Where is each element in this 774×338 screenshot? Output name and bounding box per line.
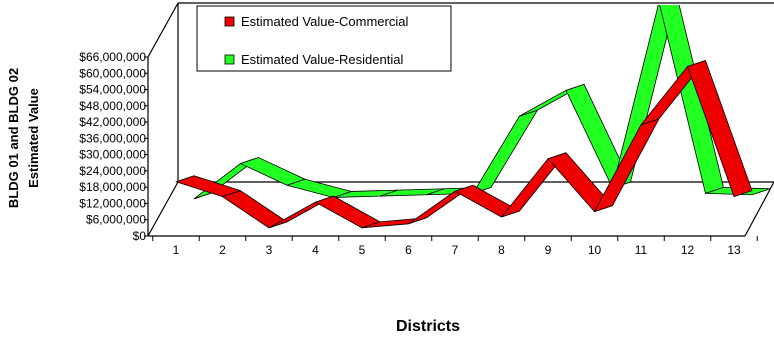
floor-right-edge <box>744 181 774 237</box>
y-axis-title-line-2: Estimated Value <box>26 88 41 188</box>
y-tick-label: $48,000,000 <box>79 99 146 113</box>
x-tick-label: 5 <box>359 243 366 257</box>
x-tick-label: 3 <box>266 243 273 257</box>
y-tick-label: $54,000,000 <box>79 83 146 97</box>
x-tick-label: 10 <box>588 243 602 257</box>
y-axis-ticks: $0 $6,000,000 $12,000,000 $18,000,000 $24,00… <box>79 50 148 243</box>
y-tick-label: $6,000,000 <box>86 213 146 227</box>
x-tick-label: 7 <box>452 243 459 257</box>
y-tick-label: $30,000,000 <box>79 148 146 162</box>
x-tick-label: 6 <box>405 243 412 257</box>
x-axis-title: Districts <box>396 318 460 335</box>
y-tick-label: $24,000,000 <box>79 164 146 178</box>
x-tick-label: 8 <box>498 243 505 257</box>
legend-swatch-residential <box>224 54 235 65</box>
y-tick-label: $66,000,000 <box>79 50 146 64</box>
legend-box <box>196 5 452 72</box>
legend: Estimated Value-Commercial Estimated Val… <box>196 5 452 72</box>
series-0 <box>175 60 753 229</box>
y-tick-label: $12,000,000 <box>79 196 146 210</box>
chart-frame <box>147 2 774 237</box>
x-tick-label: 12 <box>681 243 695 257</box>
series-segment <box>315 195 381 229</box>
series-1 <box>193 5 771 200</box>
series-segment <box>687 60 753 198</box>
x-axis-ticks: 1 2 3 4 5 6 7 8 9 10 11 12 13 <box>152 236 758 257</box>
legend-label-commercial: Estimated Value-Commercial <box>241 14 408 29</box>
legend-swatch-commercial <box>224 16 235 27</box>
series-segment <box>472 109 538 194</box>
x-tick-label: 2 <box>219 243 226 257</box>
series-segment <box>240 157 306 186</box>
y-tick-label: $60,000,000 <box>79 66 146 80</box>
y-tick-label: $42,000,000 <box>79 115 146 129</box>
series-segment <box>222 190 288 229</box>
y-tick-label: $18,000,000 <box>79 180 146 194</box>
y-tick-label: $36,000,000 <box>79 131 146 145</box>
x-tick-label: 4 <box>312 243 319 257</box>
y-tick-label: $0 <box>133 229 147 243</box>
x-tick-label: 1 <box>173 243 180 257</box>
x-tick-label: 13 <box>727 243 741 257</box>
x-tick-label: 11 <box>635 243 648 257</box>
x-tick-label: 9 <box>545 243 552 257</box>
legend-label-residential: Estimated Value-Residential <box>241 52 403 67</box>
series-layer <box>175 5 771 229</box>
side-wall-top-edge <box>147 2 179 58</box>
y-axis-title-line-1: BLDG 01 and BLDG 02 <box>6 68 21 208</box>
floor-left-edge <box>147 181 179 237</box>
